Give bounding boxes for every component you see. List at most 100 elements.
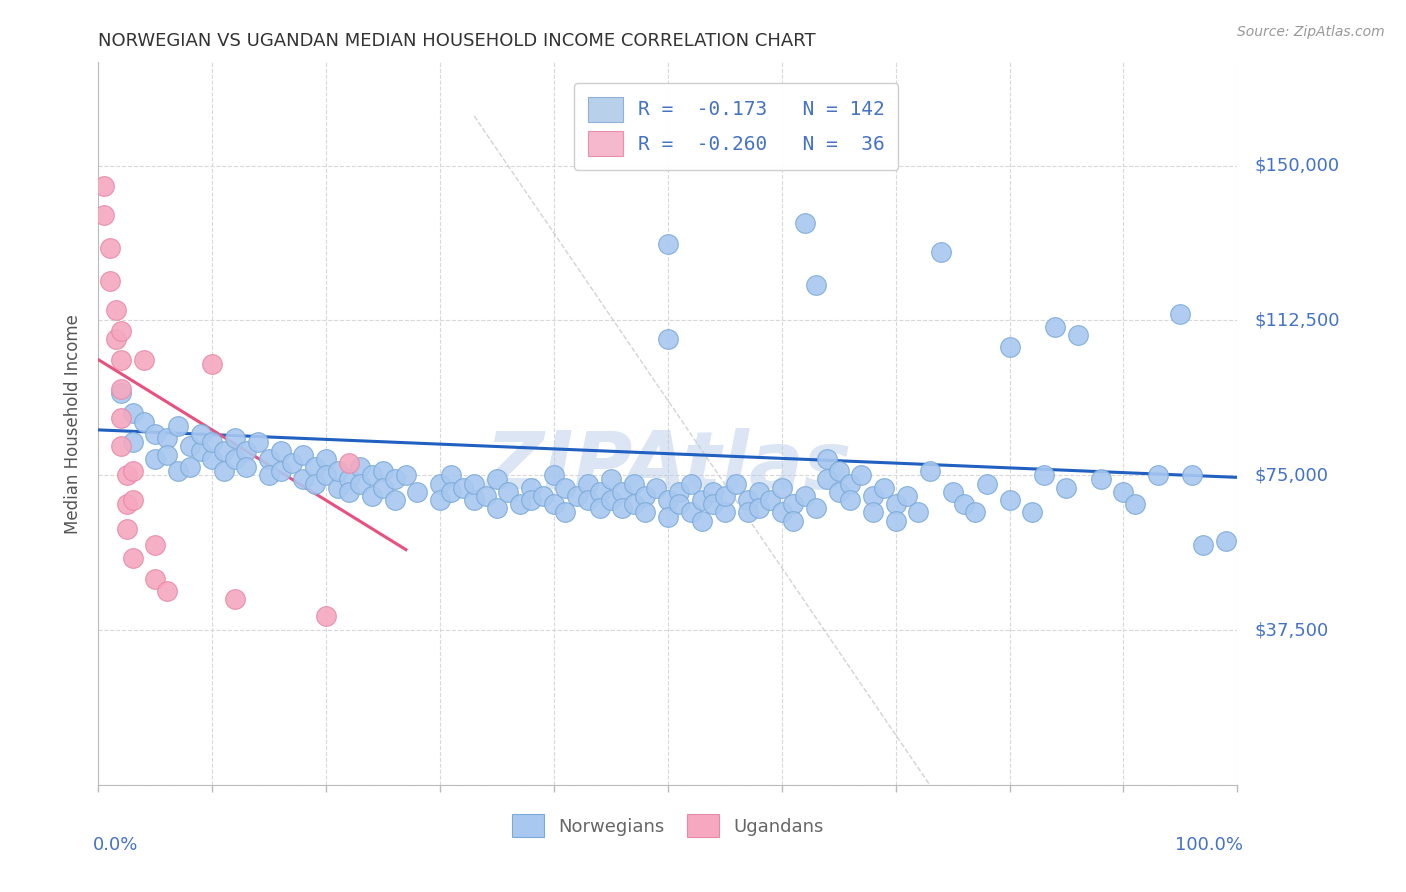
Point <box>121 550 143 565</box>
Point <box>190 427 212 442</box>
Point <box>110 352 132 367</box>
Point <box>235 443 257 458</box>
Point <box>782 514 804 528</box>
Point <box>121 406 143 420</box>
Point <box>1170 307 1192 321</box>
Point <box>121 493 143 508</box>
Point <box>815 472 838 486</box>
Point <box>115 468 138 483</box>
Point <box>451 481 474 495</box>
Point <box>281 456 304 470</box>
Point <box>201 357 224 371</box>
Point <box>179 439 201 453</box>
Point <box>315 468 337 483</box>
Point <box>929 245 952 260</box>
Text: $37,500: $37,500 <box>1254 621 1329 640</box>
Point <box>884 514 907 528</box>
Point <box>104 303 127 318</box>
Point <box>770 481 793 495</box>
Point <box>121 464 143 478</box>
Point <box>292 472 315 486</box>
Point <box>326 464 349 478</box>
Text: 0.0%: 0.0% <box>93 836 138 854</box>
Point <box>907 506 929 520</box>
Point <box>839 493 862 508</box>
Point <box>714 489 737 503</box>
Point <box>690 514 713 528</box>
Point <box>315 451 337 466</box>
Point <box>918 464 941 478</box>
Point <box>965 506 987 520</box>
Point <box>224 431 246 445</box>
Point <box>634 489 657 503</box>
Point <box>737 506 759 520</box>
Point <box>565 489 588 503</box>
Point <box>440 468 463 483</box>
Point <box>623 476 645 491</box>
Point <box>554 506 576 520</box>
Point <box>156 448 179 462</box>
Point <box>770 506 793 520</box>
Point <box>668 484 690 499</box>
Point <box>748 501 770 516</box>
Point <box>98 274 121 288</box>
Point <box>793 217 815 231</box>
Point <box>1032 468 1054 483</box>
Point <box>873 481 896 495</box>
Point <box>110 439 132 453</box>
Point <box>395 468 418 483</box>
Point <box>1181 468 1204 483</box>
Text: $75,000: $75,000 <box>1254 467 1329 484</box>
Point <box>612 501 634 516</box>
Point <box>576 476 599 491</box>
Point <box>828 464 851 478</box>
Point <box>110 410 132 425</box>
Point <box>668 497 690 511</box>
Point <box>862 489 884 503</box>
Point <box>486 501 509 516</box>
Point <box>212 443 235 458</box>
Point <box>145 539 167 553</box>
Point <box>942 484 965 499</box>
Point <box>115 522 138 536</box>
Point <box>429 493 451 508</box>
Point <box>259 451 281 466</box>
Point <box>304 476 326 491</box>
Point <box>384 472 406 486</box>
Point <box>748 484 770 499</box>
Point <box>588 501 610 516</box>
Point <box>509 497 531 511</box>
Point <box>896 489 918 503</box>
Point <box>998 493 1021 508</box>
Point <box>782 497 804 511</box>
Point <box>725 476 748 491</box>
Point <box>474 489 496 503</box>
Point <box>839 476 862 491</box>
Y-axis label: Median Household Income: Median Household Income <box>65 314 83 533</box>
Point <box>600 472 623 486</box>
Point <box>543 468 565 483</box>
Point <box>531 489 554 503</box>
Point <box>737 493 759 508</box>
Point <box>132 352 155 367</box>
Point <box>1090 472 1112 486</box>
Point <box>804 501 827 516</box>
Point <box>349 460 371 475</box>
Point <box>315 608 337 623</box>
Point <box>235 460 257 475</box>
Point <box>828 484 851 499</box>
Point <box>520 481 543 495</box>
Point <box>270 464 292 478</box>
Point <box>201 451 224 466</box>
Point <box>884 497 907 511</box>
Point <box>679 506 702 520</box>
Point <box>360 489 382 503</box>
Text: 100.0%: 100.0% <box>1175 836 1243 854</box>
Point <box>623 497 645 511</box>
Point <box>429 476 451 491</box>
Point <box>371 464 394 478</box>
Point <box>145 572 167 586</box>
Point <box>201 435 224 450</box>
Point <box>132 415 155 429</box>
Point <box>657 509 679 524</box>
